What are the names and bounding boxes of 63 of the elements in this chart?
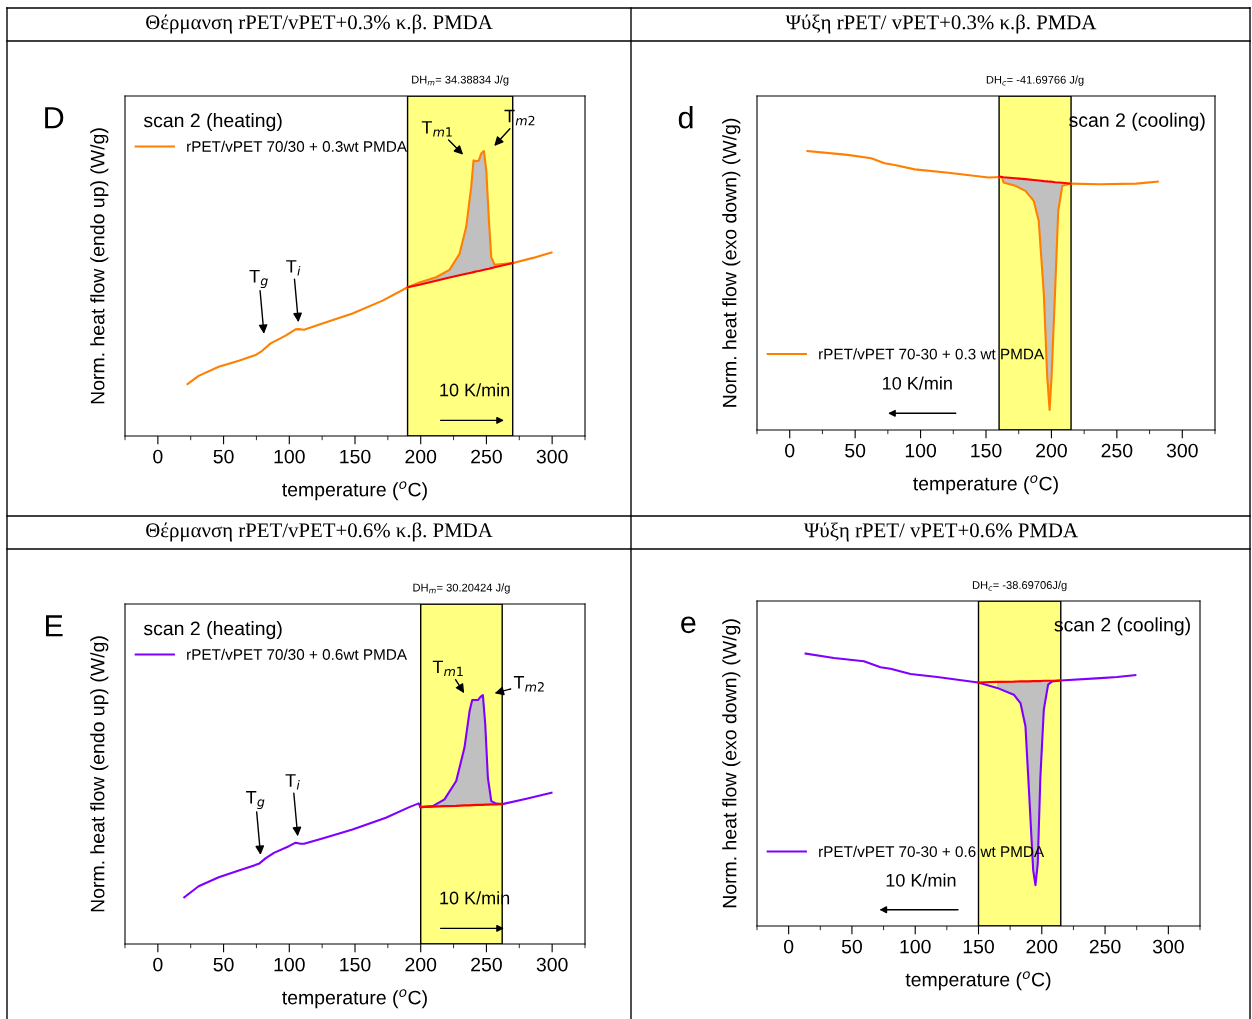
x-tick-label: 50 (213, 449, 234, 464)
x-tick-label: 100 (905, 443, 937, 458)
y-axis-title: Norm. heat flow (endo up) (W/g) (90, 128, 109, 404)
annotation: 10 K/min (440, 383, 510, 397)
chart-title: Θέρμανση rPET/vPET+0.6% κ.β. PMDA (146, 522, 493, 542)
annotation: T$_{m1}$ (421, 121, 452, 137)
x-axis-title: temperature ($^{o}$C) (282, 481, 427, 501)
x-tick-label: 150 (963, 939, 994, 954)
annotation: T$_{m1}$ (432, 660, 463, 677)
x-tick-label: 100 (900, 939, 931, 954)
x-tick-label: 200 (405, 957, 437, 972)
annotation: T$_{i}$ (285, 774, 300, 790)
x-tick-label: 250 (471, 957, 502, 972)
x-tick-label: 150 (340, 957, 371, 972)
x-tick-label: 250 (471, 449, 502, 464)
text: DH$_{m}$= 34.38834 J/g (412, 75, 509, 86)
legend-label: rPET/vPET 70-30 + 0.3 wt PMDA (819, 348, 1045, 360)
text: DH$_{c}$= -41.69766 J/g (986, 75, 1084, 86)
x-axis-title: temperature ($^{o}$C) (913, 475, 1058, 495)
y-axis-title: Norm. heat flow (exo down) (W/g) (722, 118, 741, 407)
text: scan 2 (heating) (143, 621, 282, 640)
x-tick-label: 300 (1152, 939, 1184, 954)
x-tick-label: 0 (785, 443, 795, 458)
chart-title: Θέρμανση rPET/vPET+0.3% κ.β. PMDA (146, 14, 493, 34)
x-tick-label: 0 (784, 939, 794, 954)
y-axis-title: Norm. heat flow (exo down) (W/g) (722, 619, 741, 908)
x-axis-title: temperature ($^{o}$C) (282, 989, 427, 1009)
legend-label: rPET/vPET 70/30 + 0.6wt PMDA (187, 648, 407, 660)
annotation: 10 K/min (883, 376, 952, 390)
x-tick-label: 100 (274, 957, 305, 972)
x-tick-label: 300 (536, 957, 568, 972)
annotation: T$_{g}$ (249, 269, 268, 288)
annotation: T$_{m2}$ (513, 676, 544, 692)
x-tick-label: 0 (153, 449, 163, 464)
x-tick-label: 200 (405, 449, 437, 464)
text: D (45, 107, 64, 129)
x-tick-label: 50 (841, 939, 862, 954)
x-tick-label: 200 (1026, 939, 1058, 954)
chart-title: Ψύξη rPET/ vPET+0.3% κ.β. PMDA (785, 14, 1097, 34)
x-axis-title: temperature ($^{o}$C) (905, 971, 1051, 991)
text: DH$_{m}$= 30.20424 J/g (413, 583, 510, 594)
x-tick-label: 250 (1101, 443, 1133, 458)
legend-label: rPET/vPET 70/30 + 0.3wt PMDA (187, 140, 407, 152)
x-tick-label: 300 (1166, 443, 1198, 458)
chart-title: Ψύξη rPET/ vPET+0.6% PMDA (804, 522, 1078, 542)
x-tick-label: 250 (1089, 939, 1121, 954)
x-tick-label: 100 (274, 449, 305, 464)
text: e (681, 616, 696, 634)
x-tick-label: 50 (845, 443, 866, 458)
x-tick-label: 0 (153, 957, 163, 972)
x-tick-label: 150 (340, 449, 371, 464)
y-axis-title: Norm. heat flow (endo up) (W/g) (90, 636, 109, 912)
text: d (678, 106, 693, 129)
text: scan 2 (heating) (143, 113, 282, 132)
annotation: T$_{i}$ (286, 260, 301, 276)
x-tick-label: 200 (1036, 443, 1067, 458)
text: E (46, 615, 63, 637)
x-tick-label: 300 (536, 449, 568, 464)
x-tick-label: 50 (213, 957, 234, 972)
annotation: 10 K/min (886, 873, 956, 887)
annotation: T$_{g}$ (246, 791, 265, 810)
text: DH$_{c}$= -38.69706J/g (972, 580, 1067, 592)
x-tick-label: 150 (971, 443, 1002, 458)
